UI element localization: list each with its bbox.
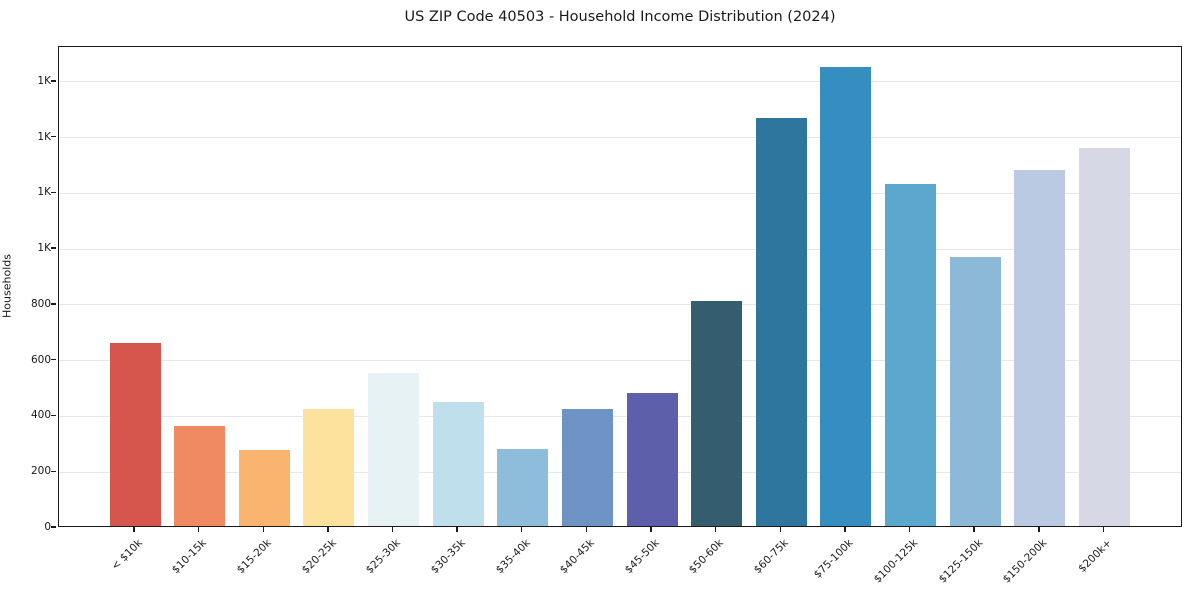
- gridline: [59, 192, 1181, 194]
- x-tick-label: $40-45k: [557, 537, 597, 577]
- x-tick-label: $60-75k: [751, 537, 791, 577]
- x-tick-mark: [650, 527, 652, 532]
- x-tick-label: $100-125k: [871, 537, 921, 586]
- x-tick-mark: [844, 527, 846, 532]
- gridline: [59, 81, 1181, 83]
- bar-20-25k: [303, 408, 355, 526]
- x-tick-mark: [262, 527, 264, 532]
- x-tick-mark: [197, 527, 200, 532]
- gridline: [59, 304, 1181, 306]
- x-tick-mark: [391, 527, 394, 532]
- gridline: [59, 360, 1181, 362]
- y-tick-label: 0: [44, 521, 51, 533]
- y-tick-mark: [51, 526, 56, 528]
- x-tick-label: $20-25k: [299, 537, 339, 577]
- bar-45-50k: [626, 393, 678, 526]
- y-tick-mark: [51, 191, 56, 194]
- bar-40-45k: [561, 408, 613, 526]
- x-tick-mark: [327, 527, 329, 532]
- bar-125-150k: [949, 257, 1001, 526]
- y-tick-mark: [51, 303, 56, 305]
- x-tick-label: $25-30k: [363, 537, 404, 577]
- y-axis-label: Households: [0, 254, 14, 318]
- y-tick-label: 1K: [37, 74, 51, 87]
- bar-100-125k: [885, 183, 937, 526]
- y-tick-mark: [51, 358, 56, 361]
- bar-30-35k: [432, 401, 484, 526]
- y-tick-mark: [51, 247, 56, 249]
- gridline: [59, 137, 1181, 139]
- x-tick-label: $75-100k: [811, 537, 856, 581]
- x-tick-label: $10-15k: [170, 537, 210, 577]
- x-tick-label: < $10k: [108, 537, 145, 573]
- x-tick-mark: [585, 527, 588, 532]
- chart-title: US ZIP Code 40503 - Household Income Dis…: [404, 9, 836, 25]
- bar-35-40k: [497, 448, 549, 526]
- y-tick-mark: [51, 80, 56, 82]
- x-tick-mark: [1038, 527, 1040, 532]
- bar-200k: [1078, 148, 1130, 526]
- y-tick-mark: [51, 135, 56, 138]
- bar-150-200k: [1014, 170, 1066, 526]
- x-tick-label: $45-50k: [622, 537, 662, 577]
- x-tick-label: $15-20k: [234, 537, 274, 577]
- bar-10k: [109, 343, 161, 526]
- y-tick-label: 200: [30, 465, 51, 478]
- x-tick-mark: [1102, 527, 1105, 532]
- y-tick-mark: [51, 470, 56, 472]
- bar-75-100k: [820, 67, 872, 526]
- x-tick-label: $50-60k: [687, 537, 727, 577]
- y-tick-label: 1K: [37, 130, 51, 143]
- y-tick-label: 1K: [37, 186, 51, 199]
- x-tick-label: $30-35k: [428, 537, 468, 577]
- bar-15-20k: [238, 450, 290, 526]
- gridline: [59, 471, 1181, 473]
- y-tick-label: 1K: [37, 242, 51, 255]
- x-tick-mark: [456, 527, 458, 532]
- x-tick-label: $150-200k: [1000, 537, 1050, 586]
- bar-10-15k: [174, 425, 226, 526]
- plot-area: [58, 46, 1182, 527]
- x-tick-mark: [908, 527, 911, 532]
- bar-60-75k: [755, 118, 807, 526]
- x-tick-label: $200k+: [1076, 537, 1114, 575]
- bar-25-30k: [368, 373, 420, 526]
- y-tick-label: 400: [30, 409, 51, 422]
- x-tick-mark: [133, 527, 135, 532]
- x-tick-mark: [714, 527, 717, 532]
- bar-50-60k: [691, 300, 743, 526]
- x-tick-label: $125-150k: [936, 537, 985, 586]
- gridline: [59, 415, 1181, 417]
- gridline: [59, 248, 1181, 250]
- y-tick-mark: [51, 414, 56, 417]
- x-tick-mark: [521, 527, 523, 532]
- y-tick-label: 800: [30, 297, 51, 310]
- x-tick-mark: [973, 527, 975, 532]
- y-tick-label: 600: [30, 353, 51, 366]
- x-tick-mark: [779, 527, 781, 532]
- x-tick-label: $35-40k: [493, 537, 533, 577]
